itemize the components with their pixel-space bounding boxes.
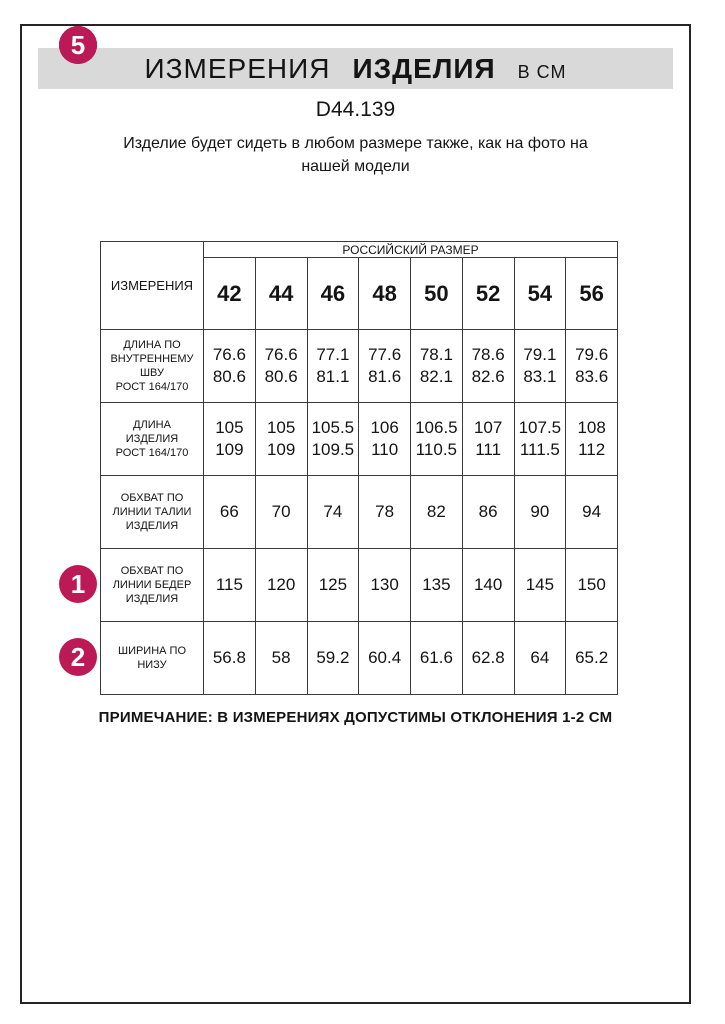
russian-size-group-header: РОССИЙСКИЙ РАЗМЕР <box>203 241 618 258</box>
measurements-column-header: ИЗМЕРЕНИЯ <box>100 241 204 330</box>
table-header-row-group: ИЗМЕРЕНИЯ РОССИЙСКИЙ РАЗМЕР <box>100 241 618 330</box>
size-column-header: 44 <box>254 257 308 330</box>
cell-value: 115 <box>203 548 256 622</box>
size-table: ИЗМЕРЕНИЯ РОССИЙСКИЙ РАЗМЕР 42 44 46 48 … <box>100 241 618 695</box>
cell-value: 61.6 <box>410 621 463 695</box>
cell-value: 140 <box>461 548 515 622</box>
row-number-badge: 5 <box>59 26 97 64</box>
cell-value: 105 109 <box>254 402 308 476</box>
cell-value: 76.6 80.6 <box>203 329 256 403</box>
cell-value: 106 110 <box>358 402 411 476</box>
cell-value: 86 <box>461 475 515 549</box>
cell-value: 59.2 <box>306 621 360 695</box>
size-column-header: 54 <box>513 257 567 330</box>
cell-value: 76.6 80.6 <box>254 329 308 403</box>
note-text: ПРИМЕЧАНИЕ: В ИЗМЕРЕНИЯХ ДОПУСТИМЫ ОТКЛО… <box>98 709 613 726</box>
row-number-badge: 2 <box>59 638 97 676</box>
cell-value: 145 <box>513 548 567 622</box>
row-label: ДЛИНА ИЗДЕЛИЯ РОСТ 164/170 <box>100 402 204 476</box>
cell-value: 135 <box>410 548 463 622</box>
size-column-header: 46 <box>306 257 360 330</box>
title-bar: ИЗМЕРЕНИЯ ИЗДЕЛИЯ В СМ <box>38 48 673 89</box>
cell-value: 58 <box>254 621 308 695</box>
cell-value: 78.1 82.1 <box>410 329 463 403</box>
cell-value: 125 <box>306 548 360 622</box>
cell-value: 78 <box>358 475 411 549</box>
title-word-measurements: ИЗМЕРЕНИЯ <box>144 53 331 84</box>
table-row: ДЛИНА ПО ВНУТРЕННЕМУ ШВУ РОСТ 164/170 76… <box>100 329 618 403</box>
cell-value: 56.8 <box>203 621 256 695</box>
cell-value: 107.5 111.5 <box>513 402 567 476</box>
cell-value: 77.1 81.1 <box>306 329 360 403</box>
cell-value: 78.6 82.6 <box>461 329 515 403</box>
cell-value: 94 <box>565 475 618 549</box>
cell-value: 82 <box>410 475 463 549</box>
cell-value: 105.5 109.5 <box>306 402 360 476</box>
cell-value: 90 <box>513 475 567 549</box>
size-column-header: 56 <box>565 257 618 330</box>
cell-value: 79.6 83.6 <box>565 329 618 403</box>
cell-value: 64 <box>513 621 567 695</box>
cell-value: 79.1 83.1 <box>513 329 567 403</box>
size-column-header: 50 <box>410 257 463 330</box>
table-row: ШИРИНА ПО НИЗУ 56.8 58 59.2 60.4 61.6 62… <box>100 621 618 695</box>
title-word-product: ИЗДЕЛИЯ <box>352 53 496 84</box>
row-label: ШИРИНА ПО НИЗУ <box>100 621 204 695</box>
cell-value: 70 <box>254 475 308 549</box>
cell-value: 74 <box>306 475 360 549</box>
table-row: ДЛИНА ИЗДЕЛИЯ РОСТ 164/170 105 109 105 1… <box>100 402 618 476</box>
cell-value: 77.6 81.6 <box>358 329 411 403</box>
table-row: ОБХВАТ ПО ЛИНИИ БЕДЕР ИЗДЕЛИЯ 115 120 12… <box>100 548 618 622</box>
row-number-badge: 1 <box>59 565 97 603</box>
row-label: ОБХВАТ ПО ЛИНИИ ТАЛИИ ИЗДЕЛИЯ <box>100 475 204 549</box>
cell-value: 66 <box>203 475 256 549</box>
model-code: D44.139 <box>315 98 396 121</box>
cell-value: 105 109 <box>203 402 256 476</box>
cell-value: 106.5 110.5 <box>410 402 463 476</box>
cell-value: 150 <box>565 548 618 622</box>
cell-value: 130 <box>358 548 411 622</box>
subtitle-text: Изделие будет сидеть в любом размере так… <box>123 135 588 175</box>
cell-value: 60.4 <box>358 621 411 695</box>
cell-value: 120 <box>254 548 308 622</box>
size-column-header: 48 <box>358 257 411 330</box>
title-unit-cm: В СМ <box>517 62 567 82</box>
row-label: ОБХВАТ ПО ЛИНИИ БЕДЕР ИЗДЕЛИЯ <box>100 548 204 622</box>
page-border-frame: ИЗМЕРЕНИЯ ИЗДЕЛИЯ В СМ D44.139 Изделие б… <box>20 24 691 1004</box>
cell-value: 108 112 <box>565 402 618 476</box>
cell-value: 62.8 <box>461 621 515 695</box>
cell-value: 65.2 <box>565 621 618 695</box>
table-row: ОБХВАТ ПО ЛИНИИ ТАЛИИ ИЗДЕЛИЯ 66 70 74 7… <box>100 475 618 549</box>
cell-value: 107 111 <box>461 402 515 476</box>
size-column-header: 52 <box>461 257 515 330</box>
row-label: ДЛИНА ПО ВНУТРЕННЕМУ ШВУ РОСТ 164/170 <box>100 329 204 403</box>
size-column-header: 42 <box>203 257 256 330</box>
